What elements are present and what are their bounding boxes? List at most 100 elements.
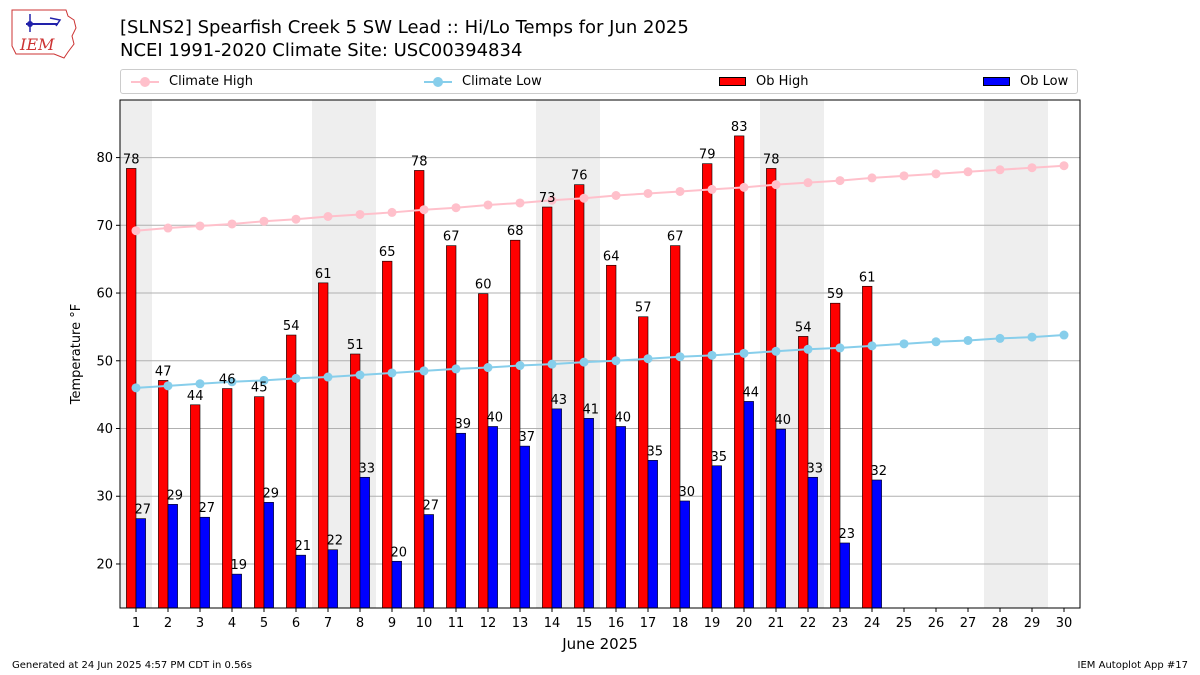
- legend-item-ob-low: Ob Low: [983, 70, 1068, 93]
- x-tick-label-12: 12: [480, 616, 497, 631]
- climate-low-point-22: [803, 344, 813, 354]
- climate-low-point-18: [675, 352, 685, 362]
- climate-high-point-8: [355, 209, 365, 219]
- y-tick-label-80: 80: [96, 151, 113, 166]
- climate-high-point-23: [835, 176, 845, 186]
- ob-low-label-13: 37: [519, 430, 536, 445]
- ob-high-bar-24: [862, 285, 873, 609]
- legend-item-ob-high: Ob High: [719, 70, 809, 93]
- ob-low-label-10: 27: [423, 499, 440, 514]
- ob-low-label-8: 33: [359, 461, 376, 476]
- ob-low-bar-12: [487, 426, 498, 609]
- ob-high-label-19: 79: [699, 148, 716, 163]
- climate-high-point-17: [643, 188, 653, 198]
- ob-low-label-6: 21: [295, 539, 312, 554]
- ob-low-bar-20: [743, 401, 754, 609]
- chart-subtitle: NCEI 1991-2020 Climate Site: USC00394834: [120, 40, 523, 61]
- ob-low-bar-1: [135, 518, 146, 609]
- climate-high-point-28: [995, 165, 1005, 175]
- climate-high-point-12: [483, 200, 493, 210]
- ob-high-label-14: 73: [539, 191, 556, 206]
- ob-low-bar-6: [295, 554, 306, 609]
- climate-low-point-28: [995, 333, 1005, 343]
- climate-high-point-11: [451, 203, 461, 213]
- ob-high-label-23: 59: [827, 287, 844, 302]
- climate-low-point-23: [835, 343, 845, 353]
- ob-high-label-13: 68: [507, 224, 524, 239]
- climate-low-point-6: [291, 373, 301, 383]
- ob-high-bar-15: [574, 184, 585, 609]
- climate-high-point-14: [547, 195, 557, 205]
- climate-low-point-21: [771, 346, 781, 356]
- app-credit: IEM Autoplot App #17: [1077, 660, 1188, 671]
- climate-low-point-8: [355, 370, 365, 380]
- ob-low-bar-13: [519, 445, 530, 609]
- x-tick-label-29: 29: [1024, 616, 1041, 631]
- x-tick-label-2: 2: [164, 616, 172, 631]
- ob-low-bar-15: [583, 418, 594, 609]
- climate-low-point-2: [163, 381, 173, 391]
- ob-low-label-2: 29: [167, 488, 184, 503]
- ob-low-bar-8: [359, 476, 370, 609]
- climate-high-point-15: [579, 193, 589, 203]
- ob-high-label-4: 46: [219, 373, 236, 388]
- ob-high-label-10: 78: [411, 154, 428, 169]
- ob-low-label-15: 41: [583, 402, 600, 417]
- chart-legend: Climate High Climate Low Ob High Ob Low: [120, 69, 1078, 94]
- climate-low-point-16: [611, 356, 621, 366]
- ob-low-label-20: 44: [743, 385, 760, 400]
- ob-low-bar-14: [551, 408, 562, 609]
- x-tick-label-23: 23: [832, 616, 849, 631]
- climate-low-point-10: [419, 366, 429, 376]
- ob-high-label-12: 60: [475, 278, 492, 293]
- ob-low-bar-2: [167, 504, 178, 609]
- weekend-shade-28: [984, 100, 1016, 608]
- climate-low-point-20: [739, 348, 749, 358]
- climate-low-point-30: [1059, 330, 1069, 340]
- ob-low-bar-4: [231, 573, 242, 609]
- x-tick-label-25: 25: [896, 616, 913, 631]
- climate-high-point-18: [675, 186, 685, 196]
- climate-high-point-7: [323, 212, 333, 222]
- ob-high-label-20: 83: [731, 120, 748, 135]
- legend-label-climate-high: Climate High: [169, 74, 254, 89]
- x-tick-label-14: 14: [544, 616, 561, 631]
- climate-low-point-25: [899, 339, 909, 349]
- x-tick-label-27: 27: [960, 616, 977, 631]
- ob-low-bar-11: [455, 432, 466, 609]
- x-tick-label-19: 19: [704, 616, 721, 631]
- climate-low-point-5: [259, 375, 269, 385]
- ob-low-bar-17: [647, 460, 658, 609]
- ob-high-label-21: 78: [763, 152, 780, 167]
- legend-label-climate-low: Climate Low: [462, 74, 542, 89]
- x-tick-label-21: 21: [768, 616, 785, 631]
- legend-swatch-ob-low: [983, 77, 1010, 86]
- ob-low-label-12: 40: [487, 410, 504, 425]
- x-tick-label-15: 15: [576, 616, 593, 631]
- ob-low-label-21: 40: [775, 413, 792, 428]
- climate-low-point-24: [867, 341, 877, 351]
- y-tick-label-40: 40: [96, 422, 113, 437]
- chart-title: [SLNS2] Spearfish Creek 5 SW Lead :: Hi/…: [120, 17, 689, 38]
- legend-label-ob-low: Ob Low: [1020, 74, 1069, 89]
- x-tick-label-17: 17: [640, 616, 657, 631]
- climate-low-point-13: [515, 361, 525, 371]
- x-tick-label-20: 20: [736, 616, 753, 631]
- x-tick-label-18: 18: [672, 616, 689, 631]
- ob-high-label-15: 76: [571, 169, 588, 184]
- climate-high-point-25: [899, 171, 909, 181]
- x-tick-label-13: 13: [512, 616, 529, 631]
- ob-low-bar-10: [423, 514, 434, 609]
- ob-low-label-18: 30: [679, 485, 696, 500]
- ob-high-label-24: 61: [859, 270, 876, 285]
- ob-low-bar-22: [807, 476, 818, 609]
- ob-low-label-3: 27: [199, 501, 216, 516]
- climate-high-point-13: [515, 198, 525, 208]
- climate-high-line: [135, 164, 1065, 232]
- climate-high-point-21: [771, 180, 781, 190]
- x-tick-label-22: 22: [800, 616, 817, 631]
- x-tick-label-8: 8: [356, 616, 364, 631]
- ob-high-bar-21: [766, 168, 777, 609]
- ob-high-label-9: 65: [379, 245, 396, 260]
